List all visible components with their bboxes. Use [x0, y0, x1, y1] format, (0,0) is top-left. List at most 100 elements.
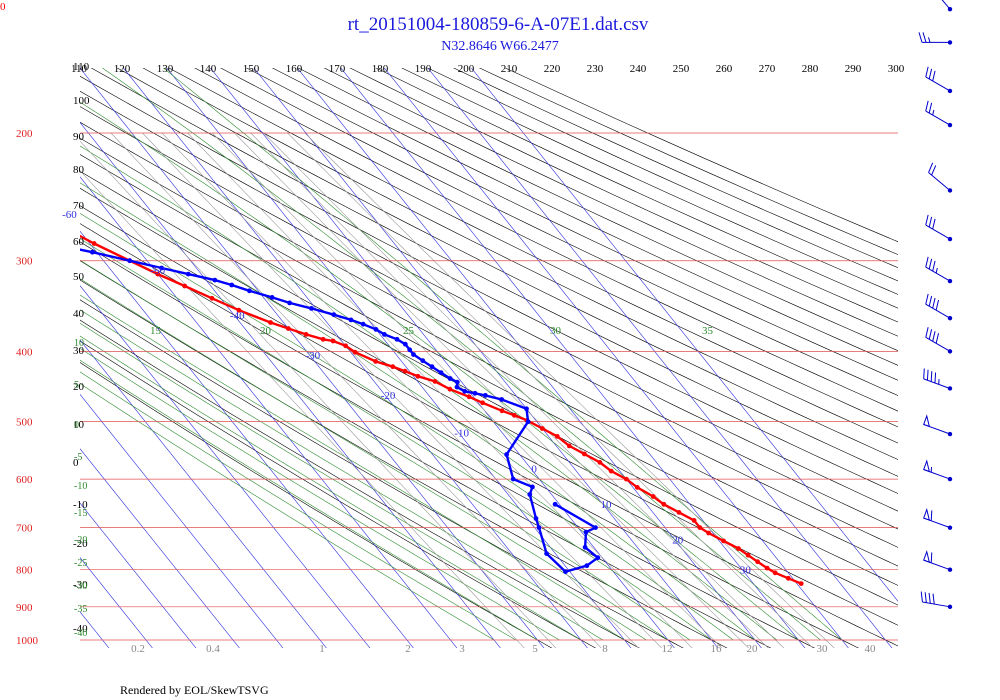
dry-adiabat	[80, 106, 898, 530]
wind-barb	[925, 214, 953, 242]
temperature-point	[320, 336, 326, 342]
isotherm-label: 20	[672, 534, 684, 546]
wind-barb	[925, 327, 953, 354]
wind-barb	[925, 293, 953, 321]
dry-adiabat	[168, 68, 898, 428]
mixing-ratio-line	[304, 132, 835, 648]
dry-adiabat	[401, 68, 898, 295]
dry-adiabat	[80, 362, 553, 648]
theta-label: -30	[73, 579, 88, 591]
dewpoint-point	[360, 321, 366, 327]
moist-adiabat	[101, 68, 821, 641]
plot-area	[22, 68, 898, 648]
mixing-ratio-line	[234, 132, 749, 648]
dry-adiabat	[271, 68, 898, 366]
moist-label: 30	[550, 325, 562, 337]
temperature-point	[236, 307, 242, 313]
dewpoint-point	[331, 312, 337, 318]
isotherm	[122, 68, 588, 648]
wind-barb	[923, 368, 953, 391]
mixing-ratio-line	[187, 132, 693, 648]
top-temp-label: 190	[415, 63, 432, 75]
moist-label: -15	[74, 508, 87, 519]
temperature-point	[62, 225, 67, 230]
temperature-point	[511, 412, 517, 418]
mixing-ratio-label: 2	[405, 643, 411, 655]
moist-adiabat	[80, 359, 538, 641]
moist-adiabat	[80, 145, 777, 641]
dewpoint-point	[159, 265, 165, 271]
theta-label: 20	[73, 381, 85, 393]
moist-label: 10	[74, 338, 84, 349]
isotherm	[340, 68, 806, 648]
top-temp-label: 160	[286, 63, 303, 75]
top-temp-label: 110	[71, 63, 88, 75]
mixing-ratio-label: 12	[662, 643, 673, 655]
moist-label: 20	[260, 325, 272, 337]
moist-label: 15	[150, 325, 162, 337]
dry-adiabat	[80, 260, 772, 648]
top-temp-label: 290	[845, 63, 862, 75]
dewpoint-point	[394, 336, 400, 342]
dry-adiabat	[80, 90, 898, 512]
isotherm-label: 0	[531, 464, 537, 476]
dewpoint-point	[287, 300, 292, 306]
dry-adiabat	[375, 68, 898, 309]
moist-adiabat	[80, 347, 560, 641]
theta-label: 30	[73, 345, 85, 357]
top-temp-label: 140	[200, 63, 217, 75]
temperature-point	[691, 518, 697, 523]
mixing-ratio-label: 5	[532, 643, 538, 655]
isotherm	[253, 68, 719, 648]
isotherm	[166, 68, 632, 648]
dry-adiabat	[80, 223, 859, 648]
isotherm-label: -10	[454, 427, 469, 439]
moist-adiabat	[80, 259, 690, 641]
dry-adiabat	[80, 170, 898, 606]
theta-label: -20	[73, 538, 88, 550]
wind-barb	[941, 0, 953, 12]
dewpoint-point	[269, 295, 275, 300]
temperature-point	[415, 373, 421, 379]
temperature-point	[566, 443, 572, 449]
mixing-ratio-line	[142, 132, 639, 648]
isotherm-label: 10	[601, 499, 613, 511]
dry-adiabat	[80, 75, 898, 494]
moist-label: -30	[74, 581, 87, 592]
dewpoint-point	[504, 452, 509, 457]
top-temp-label: 210	[501, 63, 518, 75]
isotherm	[383, 68, 849, 648]
theta-label: 10	[73, 419, 85, 431]
temperature-point	[22, 197, 27, 202]
dewpoint-point	[454, 379, 460, 385]
dry-adiabat	[504, 68, 898, 243]
isotherm	[80, 502, 197, 648]
dry-adiabat	[194, 68, 898, 412]
dewpoint-point	[483, 393, 488, 398]
dry-adiabat	[142, 68, 898, 444]
dewpoint-point	[348, 317, 354, 323]
dewpoint-point	[462, 388, 468, 394]
temperature-point	[676, 510, 682, 515]
wind-barb	[923, 549, 953, 572]
theta-label: -10	[73, 499, 88, 511]
mixing-ratio-label: 16	[711, 643, 723, 655]
axis-labels: 1002003004005006007008009001000110120130…	[16, 61, 905, 655]
dewpoint-point	[525, 419, 531, 425]
dewpoint-point	[552, 501, 558, 507]
dry-adiabat	[80, 137, 898, 567]
isotherm-label: -20	[381, 390, 396, 402]
temperature-point	[785, 575, 791, 581]
theta-label: -40	[73, 623, 88, 635]
dry-adiabat	[220, 68, 898, 396]
temperature-point	[432, 379, 438, 384]
wind-barbs	[918, 0, 953, 610]
temperature-point	[608, 468, 614, 474]
dewpoint-point	[584, 563, 590, 569]
wind-barb	[918, 32, 953, 45]
temperature-point	[539, 426, 545, 431]
temperature-point	[623, 476, 629, 482]
temperature-point	[582, 451, 587, 457]
temperature-point	[706, 530, 711, 536]
dry-adiabat	[478, 68, 898, 255]
